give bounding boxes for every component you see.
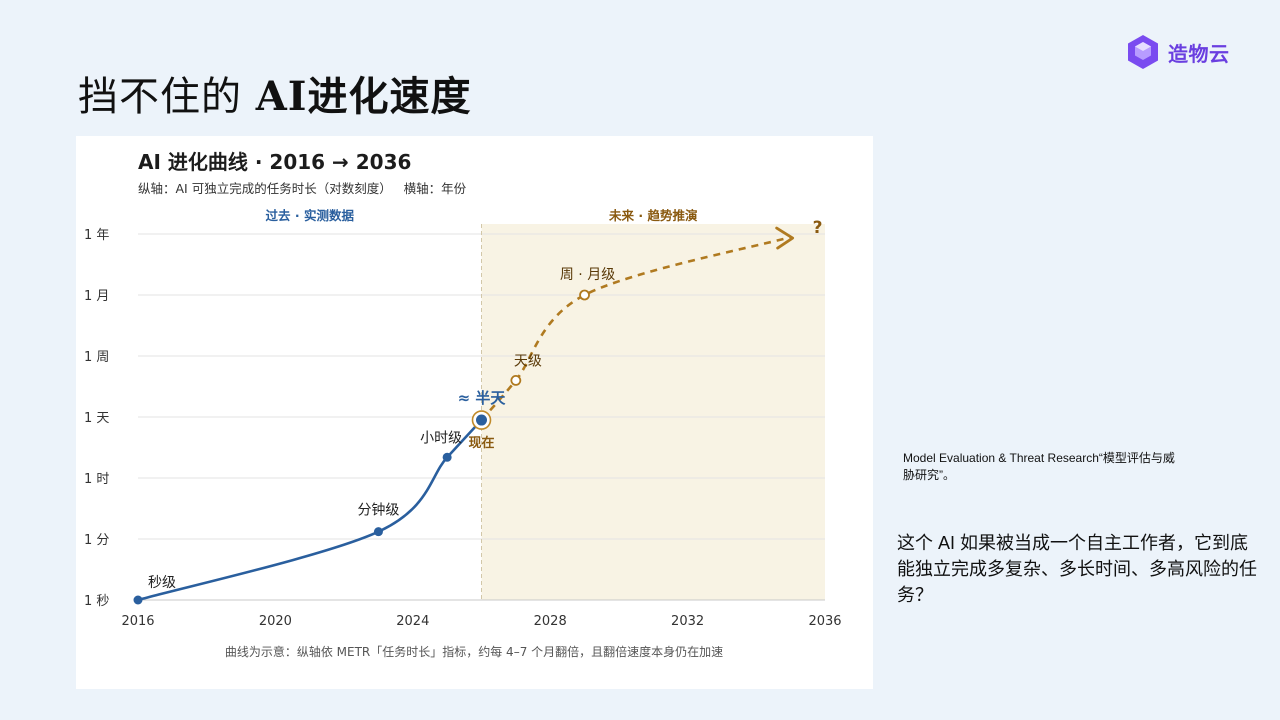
- slide-title-bold: AI进化速度: [255, 73, 472, 120]
- y-tick-label: 1 周: [84, 350, 109, 365]
- chart-subtitle: 纵轴：AI 可独立完成的任务时长（对数刻度） 横轴：年份: [138, 181, 467, 196]
- brand-name: 造物云: [1168, 41, 1230, 66]
- region-label-past: 过去 · 实测数据: [266, 208, 355, 223]
- now-point: [476, 414, 487, 426]
- measured-point-label: 秒级: [148, 575, 176, 591]
- projected-point-label: 周 · 月级: [560, 267, 615, 283]
- slide-title: 挡不住的 AI进化速度: [78, 64, 471, 122]
- projected-point-label: 天级: [514, 353, 542, 369]
- y-tick-label: 1 秒: [84, 594, 109, 609]
- evolution-chart: 1 秒 1 分 1 时 1 天 1 周 1 月 1 年 2016 2020 2024 2028 203…: [84, 150, 842, 659]
- measured-curve: [137, 419, 483, 602]
- measured-point: [373, 527, 383, 537]
- brand-logo: 造物云: [1126, 32, 1230, 72]
- axes: 1 秒 1 分 1 时 1 天 1 周 1 月 1 年 2016 2020 2024 2028 203…: [84, 208, 842, 629]
- measured-point: [442, 452, 452, 462]
- measured-point-label: 小时级: [420, 430, 462, 446]
- projected-point: [579, 289, 590, 301]
- chart-footnote: 曲线为示意：纵轴依 METR「任务时长」指标，约每 4–7 个月翻倍，且翻倍速度…: [225, 644, 723, 659]
- x-tick-label: 2016: [121, 614, 154, 629]
- side-question: 这个 AI 如果被当成一个自主工作者，它到底能独立完成多复杂、多长时间、多高风险…: [897, 533, 1257, 605]
- marks: 秒级 分钟级 小时级 现在 ≈ 半天 天级 周 · 月级?: [133, 218, 823, 605]
- projection-arrowhead: [775, 226, 795, 250]
- y-tick-label: 1 分: [84, 533, 109, 548]
- now-label: 现在: [468, 435, 494, 451]
- slide-title-plain: 挡不住的: [78, 74, 256, 120]
- region-label-future: 未来 · 趋势推演: [608, 208, 698, 223]
- measured-point: [133, 595, 143, 605]
- projection-question-mark: ?: [813, 218, 823, 238]
- now-value-label: ≈ 半天: [458, 389, 507, 407]
- future-region-background: [481, 224, 825, 600]
- series: [137, 226, 795, 602]
- projected-point: [510, 374, 522, 386]
- y-tick-label: 1 月: [84, 289, 109, 304]
- measured-point-label: 分钟级: [357, 502, 399, 519]
- chart-card: 1 秒 1 分 1 时 1 天 1 周 1 月 1 年 2016 2020 2024 2028 203…: [76, 136, 873, 689]
- y-tick-label: 1 时: [84, 472, 109, 487]
- x-tick-label: 2036: [808, 614, 841, 629]
- chart-title: AI 进化曲线 · 2016 → 2036: [138, 150, 411, 174]
- x-tick-label: 2028: [534, 614, 567, 629]
- x-tick-label: 2020: [259, 614, 292, 629]
- hexagon-cube-icon: [1128, 35, 1158, 69]
- y-tick-label: 1 天: [84, 411, 109, 426]
- x-tick-label: 2032: [671, 614, 704, 629]
- projected-curve: [480, 235, 791, 421]
- side-note: Model Evaluation & Threat Research“模型评估与…: [903, 451, 1175, 482]
- x-tick-label: 2024: [396, 614, 429, 629]
- y-tick-label: 1 年: [84, 228, 109, 243]
